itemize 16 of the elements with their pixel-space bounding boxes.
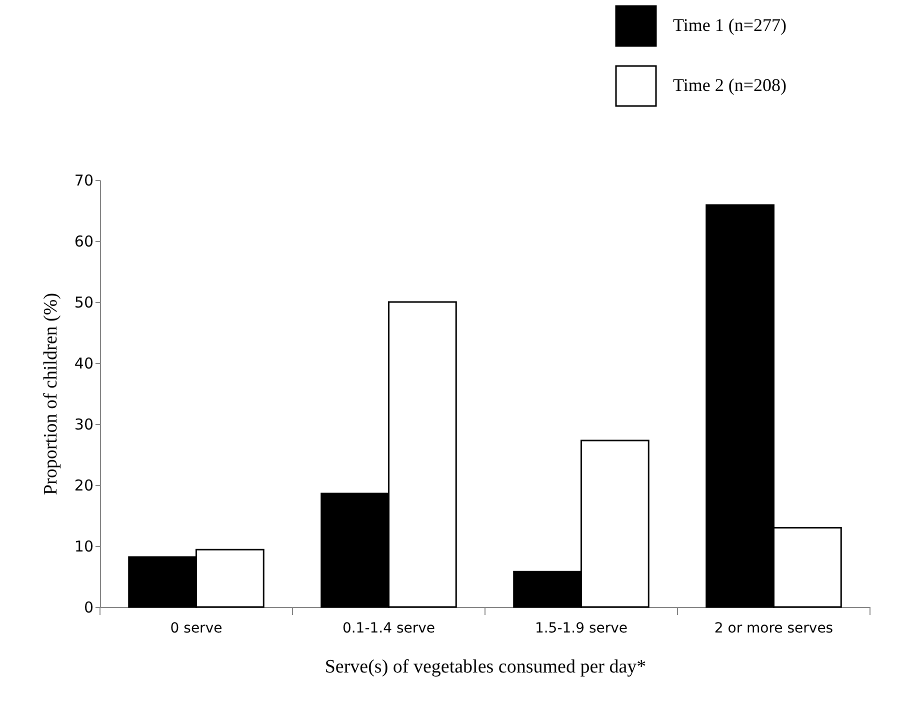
y-tick-label: 50 (74, 294, 94, 312)
y-tick-label: 20 (74, 476, 94, 494)
y-axis-title: Proportion of children (%) (40, 292, 62, 496)
y-tick-label: 40 (74, 354, 94, 372)
x-axis-title: Serve(s) of vegetables consumed per day* (324, 656, 646, 678)
x-tick-label: 1.5-1.9 serve (534, 620, 628, 636)
x-tick-label: 0 serve (170, 620, 222, 636)
x-tick-label: 2 or more serves (714, 620, 834, 636)
legend-label: Time 2 (n=208) (673, 75, 786, 95)
y-tick-label: 10 (74, 538, 94, 556)
legend-label: Time 1 (n=277) (673, 15, 786, 35)
y-tick-label: 30 (74, 416, 94, 434)
y-tick-label: 0 (84, 598, 94, 616)
y-tick-label: 70 (74, 172, 94, 190)
y-tick-label: 60 (74, 232, 94, 250)
x-tick-label: 0.1-1.4 serve (342, 620, 436, 636)
